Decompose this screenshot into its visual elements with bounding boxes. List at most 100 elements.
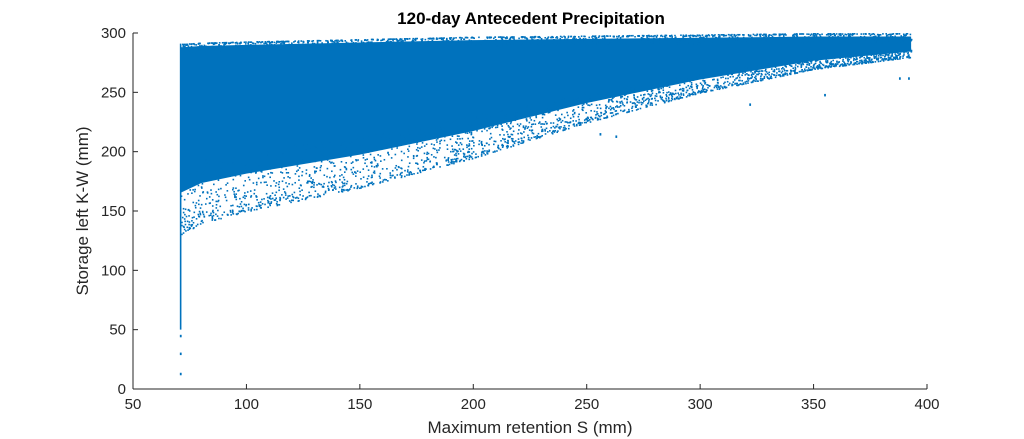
- scatter-point: [805, 37, 808, 39]
- scatter-point: [252, 42, 255, 45]
- scatter-point: [888, 57, 891, 60]
- scatter-point: [310, 186, 312, 188]
- scatter-point: [509, 42, 512, 45]
- scatter-point: [501, 146, 504, 148]
- scatter-point: [721, 86, 724, 89]
- scatter-point: [764, 70, 767, 72]
- scatter-point: [419, 171, 422, 174]
- scatter-point: [201, 182, 204, 185]
- scatter-point: [591, 117, 593, 120]
- scatter-point: [775, 68, 778, 70]
- scatter-point: [865, 33, 867, 35]
- scatter-point: [535, 115, 537, 117]
- scatter-point: [348, 152, 351, 155]
- scatter-point: [435, 37, 438, 39]
- scatter-point: [208, 159, 210, 162]
- scatter-point: [594, 99, 597, 101]
- scatter-point: [240, 41, 242, 44]
- scatter-point: [595, 104, 598, 107]
- scatter-point: [612, 100, 614, 103]
- scatter-point: [482, 113, 485, 116]
- scatter-point: [751, 36, 753, 39]
- scatter-point: [713, 74, 715, 77]
- scatter-point: [251, 169, 254, 172]
- scatter-point: [404, 41, 407, 43]
- scatter-point: [579, 97, 581, 99]
- scatter-point: [315, 167, 318, 169]
- scatter-point: [733, 34, 736, 37]
- scatter-point: [349, 188, 351, 190]
- scatter-point: [601, 38, 604, 41]
- scatter-point: [355, 39, 358, 41]
- scatter-point: [488, 150, 490, 153]
- scatter-point: [713, 73, 715, 76]
- scatter-point: [619, 36, 622, 39]
- scatter-point: [476, 129, 478, 132]
- scatter-point: [456, 125, 459, 127]
- scatter-point: [898, 33, 901, 35]
- scatter-point: [829, 34, 832, 36]
- scatter-point: [778, 70, 780, 73]
- scatter-point: [583, 121, 586, 124]
- scatter-point: [392, 131, 394, 133]
- scatter-point: [691, 76, 693, 78]
- scatter-point: [488, 143, 490, 146]
- scatter-point: [603, 91, 606, 94]
- scatter-point: [597, 36, 600, 39]
- scatter-point: [404, 137, 406, 140]
- scatter-point: [327, 187, 330, 190]
- scatter-point: [807, 36, 809, 39]
- scatter-point: [288, 183, 290, 185]
- scatter-point: [770, 68, 773, 70]
- scatter-point: [556, 37, 559, 39]
- scatter-point: [266, 44, 269, 46]
- scatter-point: [570, 35, 572, 38]
- scatter-point: [868, 58, 870, 61]
- scatter-point: [609, 35, 612, 37]
- scatter-point: [275, 182, 278, 184]
- scatter-point: [523, 44, 525, 47]
- scatter-point: [531, 103, 533, 106]
- scatter-point: [726, 41, 729, 44]
- scatter-point: [275, 42, 278, 44]
- scatter-point: [881, 41, 883, 44]
- scatter-point: [255, 195, 258, 198]
- scatter-point: [336, 41, 338, 44]
- scatter-point: [861, 60, 864, 63]
- scatter-point: [297, 149, 299, 152]
- scatter-point: [462, 43, 465, 45]
- scatter-point: [558, 126, 560, 129]
- scatter-point: [313, 181, 316, 184]
- scatter-point: [486, 117, 489, 120]
- scatter-point: [854, 53, 857, 56]
- scatter-point: [449, 38, 452, 40]
- scatter-point: [205, 211, 208, 213]
- scatter-point: [355, 147, 358, 150]
- scatter-point: [360, 178, 362, 180]
- scatter-point: [499, 36, 502, 38]
- scatter-point: [515, 40, 517, 42]
- scatter-point: [531, 37, 533, 39]
- scatter-point: [299, 194, 301, 196]
- scatter-point: [572, 42, 575, 45]
- scatter-point: [764, 73, 767, 76]
- scatter-point: [774, 66, 777, 68]
- scatter-point: [908, 49, 911, 51]
- scatter-point: [755, 78, 757, 81]
- scatter-point: [356, 185, 359, 188]
- scatter-point: [260, 204, 262, 207]
- scatter-point: [220, 49, 223, 52]
- scatter-point: [389, 140, 392, 142]
- scatter-point: [863, 40, 866, 43]
- scatter-point: [833, 57, 836, 59]
- scatter-point: [211, 45, 213, 48]
- scatter-point: [642, 101, 644, 104]
- scatter-point: [530, 119, 533, 121]
- scatter-point: [696, 84, 699, 87]
- scatter-point: [588, 104, 591, 107]
- scatter-point: [549, 129, 551, 132]
- scatter-point: [439, 140, 441, 143]
- scatter-point: [609, 99, 611, 101]
- scatter-point: [741, 83, 743, 86]
- scatter-point: [816, 59, 819, 61]
